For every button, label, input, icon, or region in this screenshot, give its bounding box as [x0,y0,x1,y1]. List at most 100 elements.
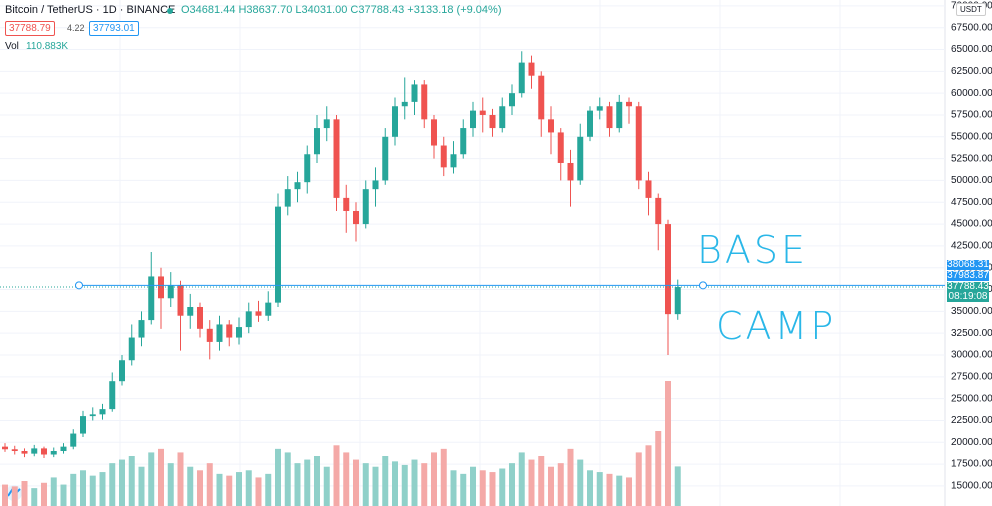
candle-body [479,110,486,115]
volume-bar [294,463,301,506]
volume-bar [421,463,428,506]
volume-bar [577,459,584,506]
candle-body [21,451,28,454]
candle-body [109,381,116,410]
volume-bar [606,473,613,506]
volume-bar [431,452,437,506]
volume-bar [304,459,311,506]
annotation: BASE [697,228,809,272]
ohlc-legend: O34681.44 H38637.70 L34031.00 C37788.43 … [181,4,502,16]
y-tick-label: 35000.00 [951,306,992,317]
candle-body [353,210,359,225]
candle-body [99,409,106,415]
candle-body [216,324,223,342]
candle-body [587,110,593,137]
volume-bar [382,456,389,506]
bid-price[interactable]: 37788.79 [5,21,55,36]
volume-bar [645,445,652,506]
candle-body [2,446,8,450]
candle-body [50,451,57,455]
volume-bar [596,472,603,506]
candle-body [70,433,77,447]
volume-bar [479,470,486,506]
candle-body [401,101,408,107]
candle-body [294,182,301,190]
candle-body [314,128,320,155]
volume-bar [587,470,593,506]
volume-bar [372,466,379,506]
volume-bar [333,445,340,506]
y-tick-label: 32500.00 [951,328,992,339]
volume-bar [158,448,164,506]
volume-bar [665,381,671,506]
symbol-title: Bitcoin / TetherUS · 1D · BINANCE [5,4,176,16]
price-label: 37983.87 [947,270,989,282]
volume-bar [255,477,262,506]
candle-body [538,75,545,120]
spread: 4.22 [67,23,85,33]
volume-bar [265,473,272,506]
candle-body [645,180,652,198]
candle-body [421,84,428,120]
candle-body [11,449,18,452]
volume-bar [538,456,545,506]
candle-body [616,101,623,129]
candle-body [489,114,496,129]
candle-body [440,145,447,168]
candle-body [596,106,603,111]
volume-bar [674,466,681,506]
y-tick-label: 65000.00 [951,44,992,55]
volume-bar [353,459,359,506]
volume-bar [60,484,67,506]
candle-body [635,106,642,181]
candle-body [60,446,67,452]
volume-bar [284,452,291,506]
candle-body [177,285,184,316]
candle-body [275,206,281,303]
volume-bar [450,470,457,506]
y-tick-label: 60000.00 [951,88,992,99]
candle-body [158,276,164,299]
candle-body [665,224,671,315]
volume-label: Vol [5,41,19,52]
candle-body [518,62,525,94]
volume-bar [401,464,408,506]
candle-body [372,180,379,190]
y-tick-label: 20000.00 [951,437,992,448]
volume-bar [362,463,369,506]
volume-bar [226,475,233,506]
currency[interactable]: USDT [956,3,986,16]
volume-bar [509,463,515,506]
candle-body [655,197,662,225]
countdown: 08:19:08 [947,291,989,303]
candle-body [89,414,96,417]
volume-bar [655,431,662,506]
candle-body [31,448,38,454]
volume-bar [89,475,96,506]
ask-price[interactable]: 37793.01 [89,21,139,36]
status-dot [167,8,173,14]
volume-bar [216,473,223,506]
volume-bar [616,475,623,506]
candle-body [557,132,564,163]
candle-body [148,276,155,321]
y-tick-label: 55000.00 [951,131,992,142]
candle-body [460,128,467,155]
volume-bar [99,472,106,506]
volume-bar [275,448,281,506]
candle-body [499,106,506,129]
candle-body [255,311,262,316]
volume-bar [138,466,145,506]
y-tick-label: 17500.00 [951,459,992,470]
volume-bar [41,482,47,506]
volume-bar [206,463,213,506]
candle-body [470,110,476,129]
y-tick-label: 25000.00 [951,393,992,404]
volume-bar [2,484,8,506]
candle-body [119,360,125,382]
volume-bar [148,452,155,506]
y-tick-label: 62500.00 [951,66,992,77]
y-tick-label: 67500.00 [951,22,992,33]
candle-body [236,327,242,338]
